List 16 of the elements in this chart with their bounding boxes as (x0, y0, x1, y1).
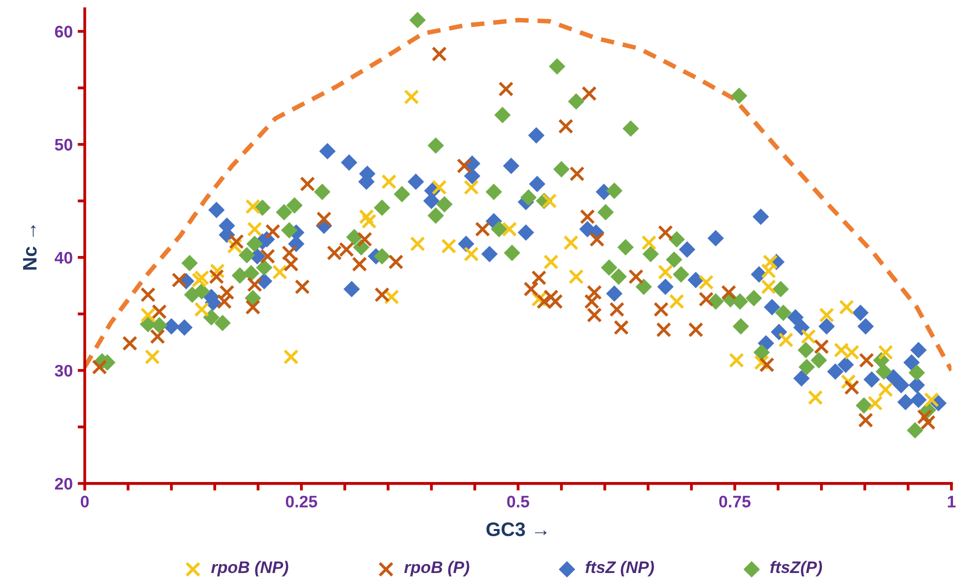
legend-label: rpoB (P) (404, 560, 470, 576)
x-tick-label: 0 (80, 496, 89, 508)
legend-label: ftsZ (NP) (586, 560, 654, 576)
y-tick-label: 30 (54, 364, 72, 377)
y-tick-label: 50 (54, 138, 72, 151)
x-axis-title: GC3 → (486, 522, 547, 536)
y-tick-label: 40 (54, 252, 72, 264)
x-tick-label: 0.75 (719, 496, 751, 508)
y-axis-title: Nc → (23, 225, 37, 270)
legend-label: ftsZ(P) (770, 560, 822, 576)
x-tick-label: 0.5 (507, 496, 530, 508)
x-tick-label: 0.25 (286, 496, 318, 508)
y-tick-label: 60 (55, 26, 72, 38)
y-tick-label: 20 (54, 478, 72, 490)
x-tick-label: 1 (948, 496, 956, 508)
legend-label: rpoB (NP) (211, 560, 288, 576)
